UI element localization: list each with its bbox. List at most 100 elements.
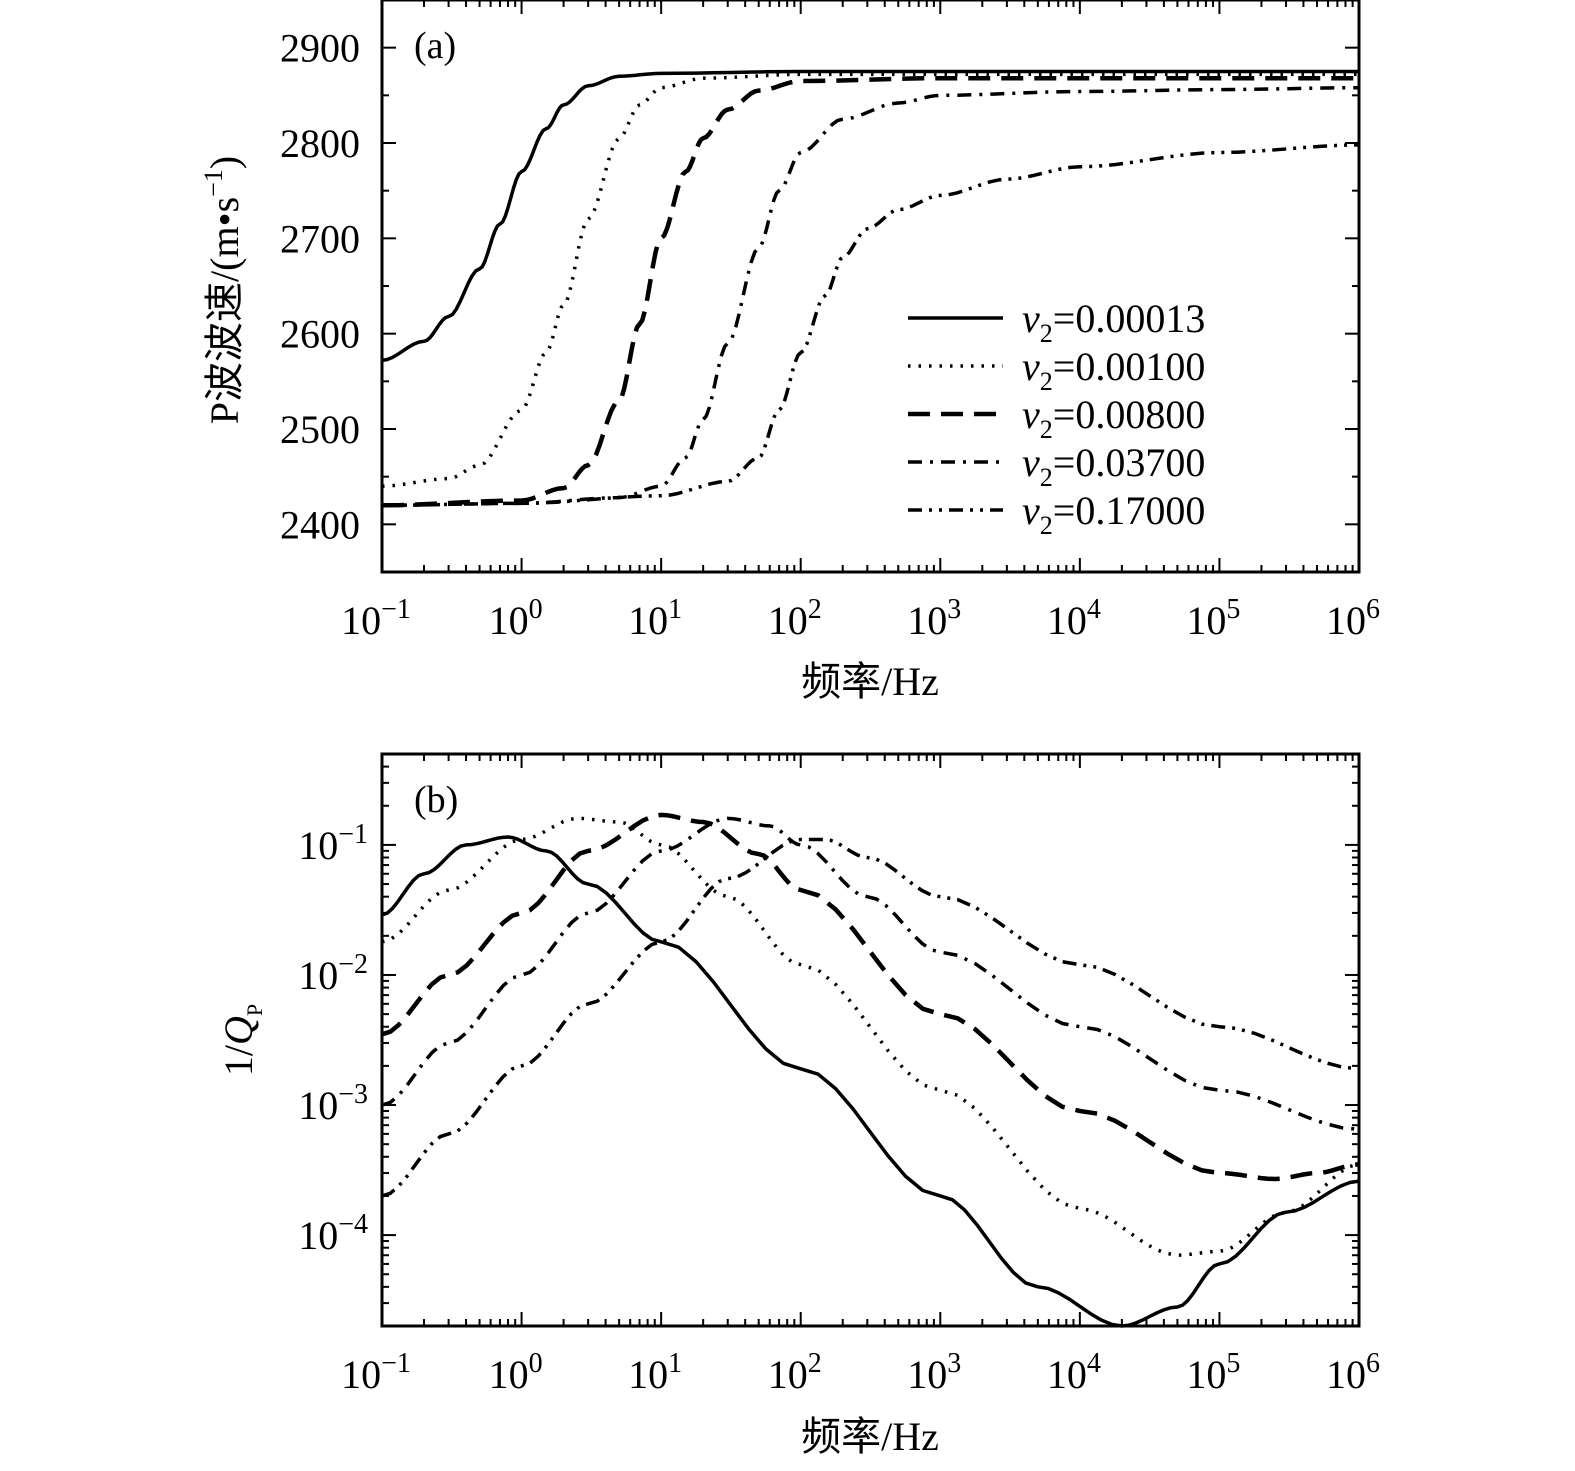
panel-a-x-tick-label: 103	[907, 594, 961, 643]
panel-a-legend-var: v	[1022, 392, 1040, 437]
panel-b-x-tick-exp: 0	[529, 1348, 543, 1379]
panel-b-x-tick-exp: 3	[947, 1348, 961, 1379]
panel-a-x-tick-label: 10−1	[341, 594, 411, 643]
panel-b-y-tick-exp: −1	[338, 819, 368, 850]
panel-b-x-tick-base: 10	[1326, 1352, 1366, 1397]
panel-b-y-axis-title-q: Q	[216, 1016, 261, 1045]
panel-b-label: (b)	[414, 779, 458, 821]
panel-b-x-tick-base: 10	[768, 1352, 808, 1397]
panel-a-legend: v2=0.00013v2=0.00100v2=0.00800v2=0.03700…	[908, 296, 1205, 540]
panel-a-x-tick-base: 10	[1047, 598, 1087, 643]
panel-a-legend-value: 0.00013	[1075, 296, 1205, 341]
panel-a-x-tick-exp: 3	[947, 594, 961, 625]
panel-a-x-axis-title: 频率/Hz	[801, 659, 939, 704]
panel-a-legend-entry-5: v2=0.17000	[1022, 488, 1205, 540]
panel-b-series-4-line	[381, 816, 1360, 1132]
panel-a-legend-var: v	[1022, 440, 1040, 485]
panel-a-y-axis-title-main: P波波速/(m•s	[202, 197, 247, 424]
panel-a-x-tick-exp: 6	[1366, 594, 1380, 625]
panel-b-x-tick-exp: 4	[1087, 1348, 1101, 1379]
panel-b-x-tick-label: 10−1	[341, 1348, 411, 1397]
panel-b-x-tick-label: 102	[768, 1348, 822, 1397]
panel-a-x-tick-label: 101	[628, 594, 682, 643]
panel-a-legend-entry-2: v2=0.00100	[1022, 344, 1205, 396]
panel-b-series-1-line	[381, 835, 1360, 1328]
panel-a-y-tick-label: 2800	[280, 121, 360, 166]
panel-a-legend-entry-1: v2=0.00013	[1022, 296, 1205, 348]
panel-a-velocity-chart: 10−1 100 101 102 103 104 105 106 24002500260027…	[199, 0, 1380, 704]
panel-a-x-tick-exp: −1	[381, 594, 411, 625]
panel-b-x-axis-title: 频率/Hz	[801, 1414, 939, 1459]
panel-a-x-tick-label: 100	[489, 594, 543, 643]
panel-a-series-5-line	[381, 143, 1360, 508]
panel-a-legend-eq: =	[1053, 344, 1076, 389]
panel-a-legend-value: 0.03700	[1075, 440, 1205, 485]
panel-b-series-5-line	[381, 837, 1360, 1198]
panel-b-y-tick-exp: −2	[338, 949, 368, 980]
panel-a-legend-var: v	[1022, 344, 1040, 389]
panel-b-y-tick-exp: −4	[338, 1209, 368, 1240]
panel-a-legend-var: v	[1022, 488, 1040, 533]
panel-a-x-tick-base: 10	[628, 598, 668, 643]
panel-b-x-tick-exp: 5	[1226, 1348, 1240, 1379]
panel-a-x-tick-exp: 5	[1226, 594, 1240, 625]
panel-a-x-tick-base: 10	[341, 598, 381, 643]
panel-a-series-1-line	[381, 69, 1359, 363]
panel-a-x-tick-label: 105	[1186, 594, 1240, 643]
panel-b-x-tick-base: 10	[341, 1352, 381, 1397]
panel-b-x-tick-labels: 10−1 100 101 102 103 104 105 106	[341, 1348, 1380, 1397]
panel-a-legend-value: 0.17000	[1075, 488, 1205, 533]
panel-a-ticks	[381, 0, 1360, 573]
panel-b-x-tick-exp: 6	[1366, 1348, 1380, 1379]
panel-b-y-tick-label: 10−1	[298, 819, 368, 868]
panel-a-x-tick-base: 10	[1186, 598, 1226, 643]
panel-b-x-tick-exp: 1	[668, 1348, 682, 1379]
panel-b-x-tick-label: 105	[1186, 1348, 1240, 1397]
panel-a-x-tick-label: 104	[1047, 594, 1101, 643]
panel-a-legend-entry-4: v2=0.03700	[1022, 440, 1205, 492]
panel-a-y-tick-label: 2400	[280, 502, 360, 547]
panel-a-legend-eq: =	[1053, 488, 1076, 533]
panel-a-y-axis-title-sup: −1	[199, 169, 228, 197]
panel-a-y-axis-title: P波波速/(m•s−1)	[199, 156, 247, 424]
panel-b-series-2-line	[381, 816, 1360, 1257]
panel-b-y-tick-label: 10−2	[298, 949, 368, 998]
panel-a-series-layer	[381, 69, 1360, 508]
panel-a-legend-value: 0.00100	[1075, 344, 1205, 389]
panel-b-x-tick-exp: 2	[808, 1348, 822, 1379]
panel-a-legend-var: v	[1022, 296, 1040, 341]
panel-a-legend-sub: 2	[1040, 511, 1053, 540]
panel-a-legend-entry-3: v2=0.00800	[1022, 392, 1205, 444]
panel-b-x-tick-label: 106	[1326, 1348, 1380, 1397]
panel-a-x-tick-base: 10	[1326, 598, 1366, 643]
panel-b-x-tick-base: 10	[907, 1352, 947, 1397]
panel-a-series-3-line	[381, 75, 1359, 508]
panel-b-x-tick-label: 100	[489, 1348, 543, 1397]
panel-b-plot-frame	[380, 752, 1361, 1328]
panel-a-series-4-line	[381, 85, 1360, 508]
panel-b-series-3-line	[381, 812, 1360, 1182]
panel-a-x-tick-label: 106	[1326, 594, 1380, 643]
panel-b-y-axis-title-sub: P	[242, 1004, 267, 1016]
panel-b-y-tick-base: 10	[298, 1213, 338, 1258]
panel-a-legend-eq: =	[1053, 392, 1076, 437]
panel-a-legend-sub: 2	[1040, 319, 1053, 348]
panel-b-x-tick-label: 103	[907, 1348, 961, 1397]
panel-b-x-tick-base: 10	[1047, 1352, 1087, 1397]
panel-a-label: (a)	[414, 25, 456, 67]
panel-a-series-2-line	[381, 72, 1359, 488]
panel-b-x-tick-label: 101	[628, 1348, 682, 1397]
panel-b-x-tick-exp: −1	[381, 1348, 411, 1379]
panel-b-x-tick-base: 10	[628, 1352, 668, 1397]
panel-a-y-tick-labels: 2400 2500 2600 2700 2800 2900	[280, 26, 360, 548]
panel-b-x-tick-base: 10	[1186, 1352, 1226, 1397]
panel-a-x-tick-base: 10	[907, 598, 947, 643]
panel-b-y-tick-exp: −3	[338, 1079, 368, 1110]
panel-a-y-tick-label: 2900	[280, 26, 360, 71]
panel-b-x-tick-base: 10	[489, 1352, 529, 1397]
panel-b-y-tick-labels: 10−4 10−3 10−2 10−1	[298, 819, 368, 1258]
panel-a-legend-sub: 2	[1040, 367, 1053, 396]
panel-b-y-tick-label: 10−3	[298, 1079, 368, 1128]
panel-b-series-layer	[381, 812, 1360, 1328]
